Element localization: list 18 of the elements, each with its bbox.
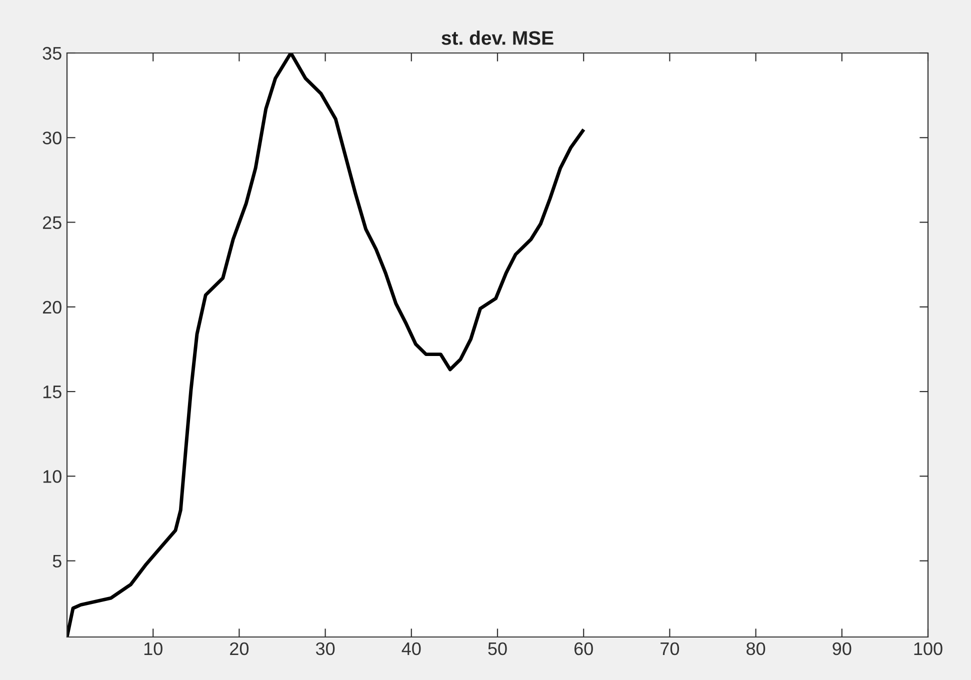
x-tick-label: 10 xyxy=(144,642,162,656)
y-tick-label: 20 xyxy=(42,300,62,314)
y-tick-label: 30 xyxy=(42,132,62,144)
x-tick-label: 30 xyxy=(316,642,335,656)
x-tick-label: 80 xyxy=(746,642,766,656)
x-tick-label: 90 xyxy=(832,642,852,656)
y-tick-label: 15 xyxy=(43,386,62,398)
y-tick-label: 10 xyxy=(43,470,62,483)
x-tick-label: 70 xyxy=(660,642,680,656)
y-tick-label: 5 xyxy=(52,554,62,568)
x-tick-label: 50 xyxy=(488,642,507,656)
y-tick-label: 25 xyxy=(42,216,62,229)
y-tick-label: 35 xyxy=(42,46,62,60)
x-tick-label: 20 xyxy=(230,642,249,656)
x-tick-label: 40 xyxy=(402,642,421,656)
chart-title: st. dev. MSE xyxy=(442,30,554,45)
x-tick-label: 100 xyxy=(914,642,942,656)
x-tick-label: 60 xyxy=(574,642,593,656)
